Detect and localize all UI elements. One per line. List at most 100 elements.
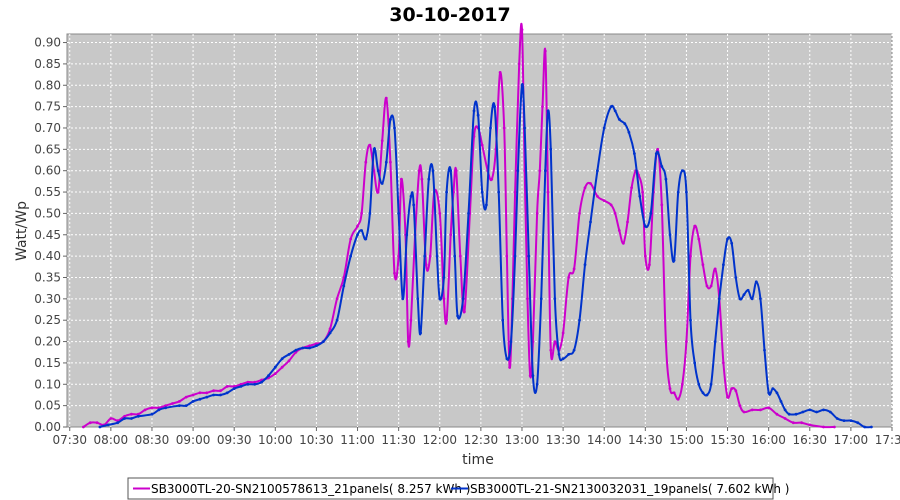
data-point — [467, 212, 470, 215]
data-point — [82, 425, 85, 429]
data-point — [449, 169, 453, 173]
data-point — [759, 297, 762, 301]
data-point — [685, 190, 688, 194]
data-point — [376, 190, 380, 194]
data-point — [705, 284, 709, 288]
x-tick-label: 11:00 — [340, 433, 375, 447]
data-point — [734, 389, 738, 393]
data-point — [754, 280, 758, 284]
data-point — [416, 297, 420, 301]
x-tick-label: 14:00 — [587, 433, 622, 447]
data-point — [368, 143, 372, 147]
y-tick-label: 0.75 — [34, 100, 61, 114]
data-point — [763, 348, 766, 352]
data-point — [476, 113, 480, 117]
data-point — [520, 28, 524, 32]
data-point — [713, 340, 717, 343]
y-axis-label: Watt/Wp — [14, 201, 30, 261]
data-point — [505, 254, 509, 258]
data-point — [150, 406, 154, 410]
data-point — [335, 297, 339, 301]
data-point — [239, 382, 243, 386]
data-point — [722, 361, 725, 365]
data-point — [553, 340, 557, 343]
data-point — [656, 147, 660, 151]
data-point — [225, 385, 229, 388]
data-point — [689, 318, 692, 322]
data-point — [808, 408, 812, 412]
data-point — [617, 229, 621, 232]
data-point — [280, 357, 284, 361]
data-point — [431, 169, 435, 173]
data-point — [835, 417, 839, 420]
data-point — [808, 423, 812, 427]
data-point — [513, 190, 517, 194]
data-point — [136, 414, 140, 418]
x-axis-label: time — [462, 452, 494, 468]
data-point — [572, 348, 576, 352]
data-point — [109, 417, 113, 420]
data-point — [664, 340, 668, 343]
data-point — [472, 109, 476, 113]
data-point — [198, 397, 202, 401]
x-tick-label: 09:00 — [176, 433, 211, 447]
data-point — [648, 263, 651, 267]
data-point — [287, 359, 291, 363]
data-point — [546, 109, 550, 113]
data-point — [498, 71, 502, 74]
data-point — [178, 404, 181, 407]
data-point — [184, 395, 188, 399]
data-point — [405, 233, 409, 237]
data-point — [668, 387, 672, 390]
data-point — [693, 361, 697, 365]
data-point — [435, 254, 439, 258]
data-point — [771, 387, 775, 390]
data-point — [253, 380, 257, 384]
x-tick-label: 11:30 — [381, 433, 416, 447]
data-point — [856, 421, 860, 425]
data-point — [668, 233, 672, 237]
data-point — [260, 380, 263, 384]
series-layer — [82, 22, 873, 429]
x-axis: 07:30 08:00 08:30 09:00 09:30 10:00 10:30 11:00… — [52, 427, 900, 447]
data-point — [453, 254, 457, 258]
data-point — [232, 387, 236, 390]
x-tick-label: 09:30 — [217, 433, 252, 447]
x-tick-label: 10:30 — [299, 433, 334, 447]
data-point — [730, 387, 734, 390]
data-point — [791, 421, 795, 425]
data-point — [526, 297, 529, 301]
data-point — [287, 353, 291, 356]
data-point — [501, 318, 505, 322]
data-point — [531, 374, 535, 378]
data-point — [393, 126, 396, 130]
data-point — [822, 425, 825, 429]
data-point — [356, 233, 359, 237]
data-point — [356, 224, 359, 228]
data-point — [828, 410, 832, 414]
data-point — [701, 391, 705, 395]
data-point — [205, 395, 209, 399]
data-point — [438, 212, 442, 215]
x-tick-label: 16:00 — [751, 433, 786, 447]
data-point — [449, 233, 453, 237]
data-point — [649, 212, 653, 215]
data-point — [368, 212, 372, 215]
data-point — [308, 344, 311, 348]
plot-area — [66, 33, 893, 428]
data-point — [427, 177, 431, 181]
data-point — [630, 186, 633, 190]
data-point — [400, 177, 403, 181]
data-point — [246, 382, 250, 386]
data-point — [485, 203, 488, 207]
data-point — [676, 190, 680, 194]
data-point — [626, 220, 629, 224]
data-point — [643, 254, 647, 258]
data-point — [713, 267, 717, 271]
data-point — [549, 147, 553, 151]
data-point — [98, 425, 102, 429]
data-point — [660, 165, 664, 168]
data-point — [321, 340, 325, 343]
data-point — [490, 177, 494, 181]
data-point — [516, 169, 520, 173]
